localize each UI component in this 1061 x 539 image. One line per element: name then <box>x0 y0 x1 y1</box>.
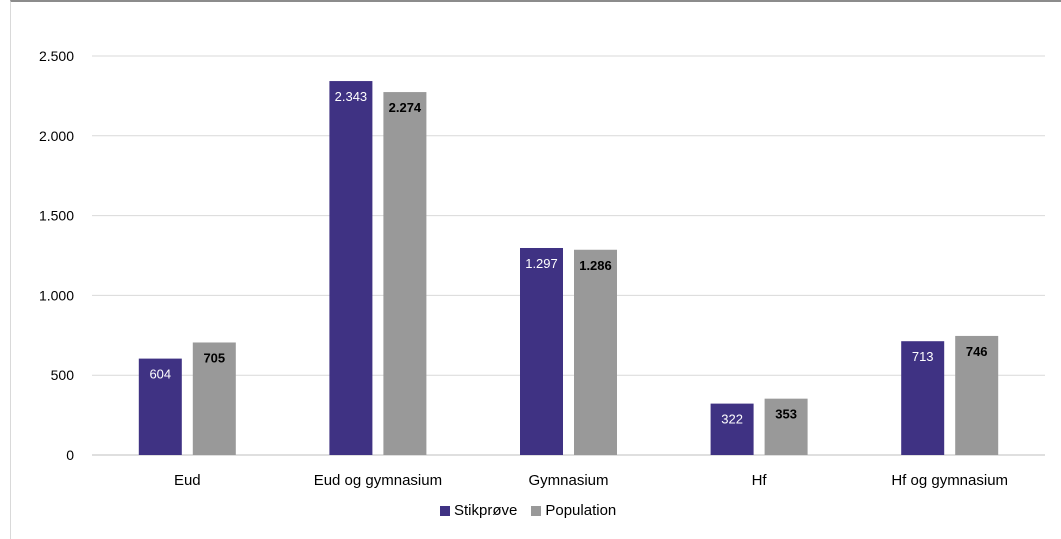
y-tick-label: 1.000 <box>39 287 74 303</box>
data-label: 353 <box>775 407 797 422</box>
data-label: 2.274 <box>389 100 422 115</box>
legend: Stikprøve Population <box>440 502 616 519</box>
data-label: 1.286 <box>579 258 612 273</box>
bar-population <box>574 249 617 455</box>
y-tick-label: 2.500 <box>39 48 74 64</box>
legend-label-stikprove: Stikprøve <box>454 502 518 519</box>
x-category-label: Hf og gymnasium <box>891 472 1008 489</box>
data-label: 2.343 <box>335 89 368 104</box>
y-tick-label: 0 <box>66 447 74 463</box>
bar-stikprove <box>710 403 754 455</box>
data-label: 604 <box>149 367 171 382</box>
legend-item-population: Population <box>531 502 616 519</box>
bar-population <box>764 398 808 455</box>
legend-swatch-stikprove <box>440 505 450 516</box>
bar-stikprove <box>138 358 182 455</box>
bar-population <box>955 335 999 455</box>
bar-stikprove <box>329 81 373 456</box>
legend-label-population: Population <box>545 502 617 519</box>
x-category-label: Gymnasium <box>528 472 608 489</box>
data-label: 1.297 <box>525 256 558 271</box>
chart-frame <box>10 0 1061 539</box>
bar-stikprove <box>901 341 945 455</box>
x-category-label: Eud og gymnasium <box>314 472 442 489</box>
x-category-label: Eud <box>174 472 201 489</box>
data-label: 746 <box>966 344 988 359</box>
data-label: 705 <box>203 350 225 365</box>
bar-population <box>192 342 236 455</box>
bar-stikprove <box>520 247 563 455</box>
data-label: 322 <box>721 412 743 427</box>
x-category-label: Hf <box>752 472 768 489</box>
legend-swatch-population <box>531 505 542 516</box>
legend-item-stikprove: Stikprøve <box>440 502 517 519</box>
y-tick-label: 1.500 <box>39 208 74 224</box>
y-tick-label: 500 <box>51 367 75 383</box>
y-tick-label: 2.000 <box>39 128 74 144</box>
data-label: 713 <box>912 349 934 364</box>
bar-population <box>383 92 427 455</box>
